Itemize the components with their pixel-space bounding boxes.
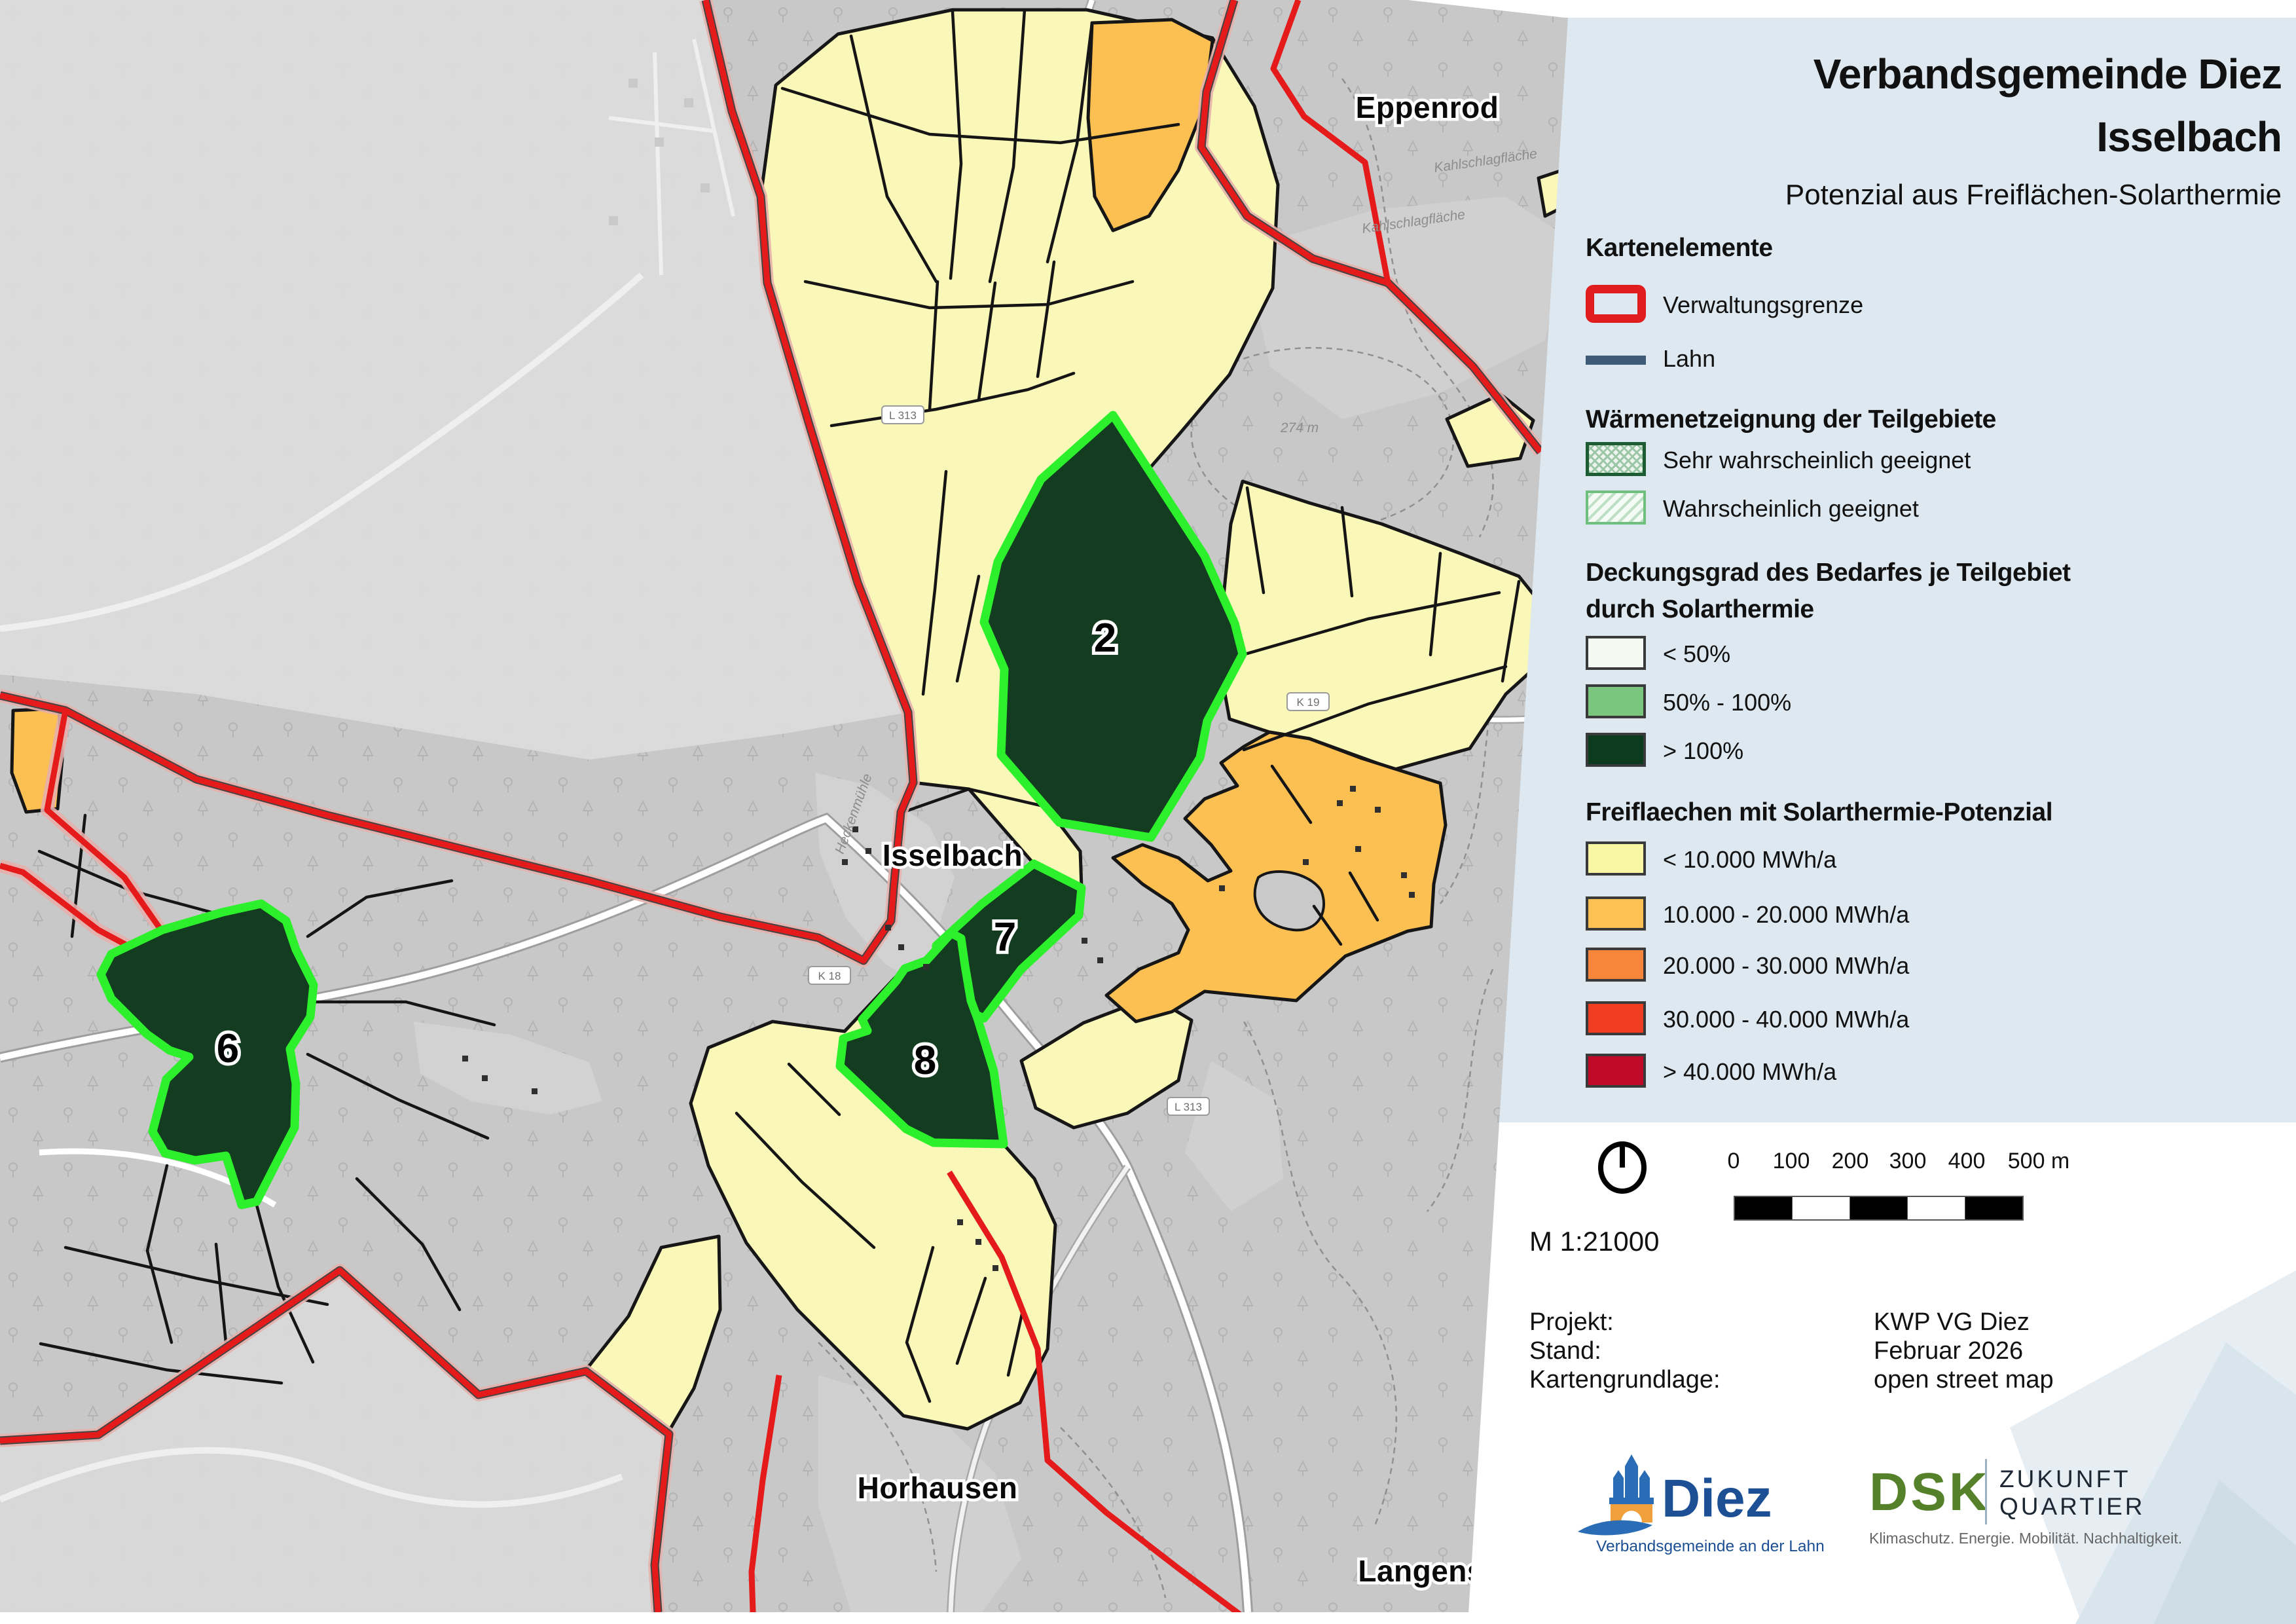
- lahn-label: Lahn: [1663, 345, 1716, 372]
- dsk-logo-name: DSK: [1869, 1462, 1991, 1522]
- scale-tick-0: 0: [1727, 1149, 1740, 1173]
- area-label-8: 8: [914, 1038, 936, 1083]
- deckung-gt100-swatch: [1586, 733, 1646, 767]
- map-title: Verbandsgemeinde Diez Isselbach: [1813, 43, 2282, 168]
- deckungsgrad-heading: Deckungsgrad des Bedarfes je Teilgebiet …: [1586, 555, 2071, 628]
- dsk-logo-line1: ZUKUNFT: [1999, 1466, 2131, 1492]
- deckung-gt100-label: > 100%: [1663, 737, 1744, 764]
- meta-kartengrundlage-value: open street map: [1874, 1366, 2054, 1393]
- north-arrow-icon: [1598, 1141, 1647, 1194]
- frei-gt40k-swatch: [1586, 1054, 1646, 1088]
- deckung-50-100-swatch: [1586, 684, 1646, 718]
- verwaltungsgrenze-label: Verwaltungsgrenze: [1663, 291, 1864, 318]
- lahn-swatch: [1586, 356, 1646, 365]
- map-canvas: L 313 K 19 K 18 L 313 Kahlschlagfläche K…: [0, 0, 1611, 1614]
- teilgebiet-6-polygon: [96, 899, 318, 1209]
- diez-logo-subtitle: Verbandsgemeinde an der Lahn: [1596, 1538, 1825, 1555]
- wahrscheinlich-geeignet-swatch: [1586, 490, 1646, 525]
- faded-outside-area: [0, 0, 908, 1612]
- frei-lt10k-swatch: [1586, 841, 1646, 876]
- dsk-logo-line2: QUARTIER: [1999, 1493, 2145, 1520]
- place-label-horhausen: Horhausen: [858, 1471, 1018, 1505]
- teilgebiete-areas: [96, 411, 1247, 1209]
- frei-lt10k-label: < 10.000 MWh/a: [1663, 846, 1837, 873]
- teilgebiet-7-polygon: [932, 859, 1086, 1023]
- map-title-line2: Isselbach: [2096, 113, 2282, 160]
- meta-stand-value: Februar 2026: [1874, 1337, 2024, 1365]
- place-label-isselbach: Isselbach: [883, 838, 1023, 872]
- top-white-wedge: [1408, 0, 2296, 18]
- deckung-lt50-swatch: [1586, 636, 1646, 670]
- deckungsgrad-heading-line1: Deckungsgrad des Bedarfes je Teilgebiet: [1586, 559, 2071, 587]
- area-label-7: 7: [994, 915, 1016, 960]
- bottom-info-panel: 0 100 200 300 400 500 m M 1:21000 Projek…: [1468, 1122, 2296, 1624]
- dsk-logo-tagline: Klimaschutz. Energie. Mobilität. Nachhal…: [1869, 1530, 2183, 1547]
- dsk-logo-divider: [1985, 1459, 1987, 1524]
- shield-l313-south: L 313: [1175, 1101, 1202, 1113]
- shield-k19: K 19: [1297, 696, 1320, 709]
- building-dots: [462, 786, 1415, 1271]
- diez-logo-name: Diez: [1662, 1469, 1772, 1528]
- scale-tick-200: 200: [1831, 1149, 1869, 1173]
- map-title-line1: Verbandsgemeinde Diez: [1813, 50, 2282, 98]
- meta-projekt-label: Projekt:: [1529, 1308, 1614, 1336]
- frei-30-40k-swatch: [1586, 1001, 1646, 1035]
- scale-ratio: M 1:21000: [1529, 1226, 1660, 1257]
- place-label-eppenrod: Eppenrod: [1356, 90, 1499, 124]
- scale-tick-500m: 500 m: [2007, 1149, 2070, 1173]
- shield-k18: K 18: [818, 970, 841, 982]
- wahrscheinlich-geeignet-label: Wahrscheinlich geeignet: [1663, 495, 1919, 522]
- deckung-lt50-label: < 50%: [1663, 640, 1731, 667]
- area-label-6: 6: [217, 1026, 239, 1071]
- deckungsgrad-heading-line2: durch Solarthermie: [1586, 595, 1814, 623]
- scale-tick-100: 100: [1772, 1149, 1810, 1173]
- meta-projekt-value: KWP VG Diez: [1874, 1308, 2030, 1336]
- scale-tick-400: 400: [1948, 1149, 1986, 1173]
- meta-kartengrundlage-label: Kartengrundlage:: [1529, 1366, 1721, 1393]
- road-shields: L 313 K 19 K 18 L 313: [808, 405, 1330, 1116]
- area-label-2: 2: [1094, 616, 1116, 661]
- parcel-boundaries: [37, 8, 1521, 1403]
- verwaltungsgrenze-swatch: [1586, 285, 1646, 323]
- orange-area-hole: [1253, 870, 1325, 932]
- scale-bar: [1734, 1196, 2024, 1221]
- frei-gt40k-label: > 40.000 MWh/a: [1663, 1058, 1837, 1085]
- trail-paths: [818, 78, 1527, 1598]
- frei-30-40k-label: 30.000 - 40.000 MWh/a: [1663, 1006, 1910, 1033]
- frei-10-20k-swatch: [1586, 896, 1646, 931]
- map-subtitle: Potenzial aus Freiflächen-Solarthermie: [1785, 179, 2282, 211]
- legend-panel: Verbandsgemeinde Diez Isselbach Potenzia…: [1499, 18, 2296, 1122]
- scale-tick-300: 300: [1889, 1149, 1927, 1173]
- frei-20-30k-swatch: [1586, 948, 1646, 982]
- minor-label-elevation: 274 m: [1280, 420, 1319, 435]
- waermenetz-heading: Wärmenetzeignung der Teilgebiete: [1586, 405, 1996, 434]
- diez-logo-icon: [1578, 1454, 1654, 1536]
- deckung-50-100-label: 50% - 100%: [1663, 689, 1792, 716]
- freiflaechen-heading: Freiflaechen mit Solarthermie-Potenzial: [1586, 798, 2053, 826]
- frei-10-20k-label: 10.000 - 20.000 MWh/a: [1663, 901, 1910, 928]
- decorative-triangles: [2010, 1270, 2296, 1624]
- frei-20-30k-label: 20.000 - 30.000 MWh/a: [1663, 952, 1910, 979]
- teilgebiet-8-polygon: [835, 929, 1008, 1149]
- meta-stand-label: Stand:: [1529, 1337, 1601, 1365]
- sehr-geeignet-swatch: [1586, 442, 1646, 476]
- shield-l313: L 313: [889, 409, 917, 422]
- kartenelemente-heading: Kartenelemente: [1586, 234, 1773, 262]
- sehr-geeignet-label: Sehr wahrscheinlich geeignet: [1663, 447, 1971, 473]
- teilgebiet-2-polygon: [979, 411, 1247, 842]
